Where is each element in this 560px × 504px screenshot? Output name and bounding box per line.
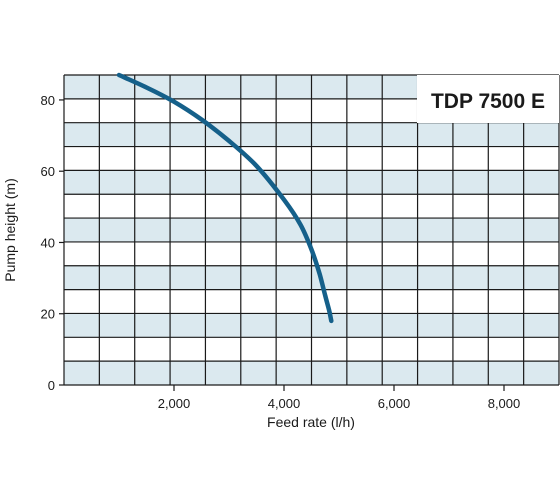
x-tick-label: 8,000 [488, 396, 521, 411]
y-tick-label: 0 [48, 378, 55, 393]
x-tick-label: 6,000 [378, 396, 411, 411]
curve-layer [116, 72, 334, 324]
y-tick-label: 80 [41, 93, 55, 108]
y-tick-labels: 0 20 40 60 80 [41, 93, 64, 393]
x-axis-label: Feed rate (l/h) [267, 414, 355, 430]
y-tick-label: 40 [41, 235, 55, 250]
y-axis-label: Pump height (m) [2, 178, 18, 281]
y-tick-label: 60 [41, 164, 55, 179]
x-tick-labels: 2,000 4,000 6,000 8,000 [158, 385, 521, 411]
x-tick-label: 4,000 [268, 396, 301, 411]
x-tick-label: 2,000 [158, 396, 191, 411]
chart-title: TDP 7500 E [431, 90, 545, 113]
pump-curve-line [116, 72, 334, 324]
y-tick-label: 20 [41, 307, 55, 322]
title-box [417, 75, 559, 123]
